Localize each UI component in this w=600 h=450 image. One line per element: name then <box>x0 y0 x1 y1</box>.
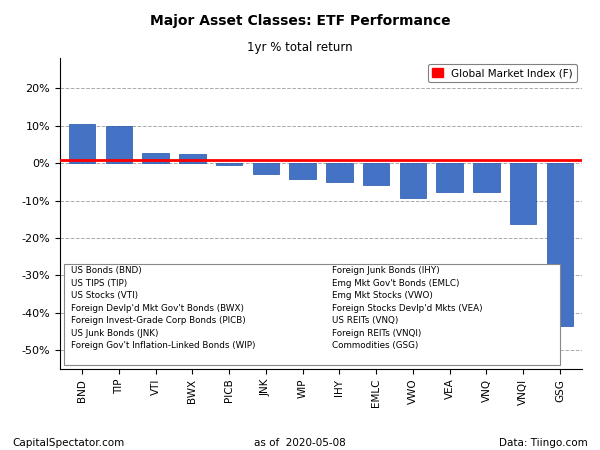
Bar <box>473 163 500 192</box>
Text: Foreign Junk Bonds (IHY)
Emg Mkt Gov't Bonds (EMLC)
Emg Mkt Stocks (VWO)
Foreign: Foreign Junk Bonds (IHY) Emg Mkt Gov't B… <box>332 266 482 350</box>
Text: 1yr % total return: 1yr % total return <box>247 40 353 54</box>
Bar <box>142 153 169 163</box>
Text: Major Asset Classes: ETF Performance: Major Asset Classes: ETF Performance <box>149 14 451 27</box>
Bar <box>253 163 279 174</box>
Bar <box>289 163 316 179</box>
Bar <box>510 163 536 224</box>
Bar <box>216 163 242 165</box>
Bar <box>400 163 426 198</box>
Bar <box>547 163 573 326</box>
Bar <box>64 264 560 365</box>
Legend: Global Market Index (F): Global Market Index (F) <box>428 64 577 82</box>
Bar <box>363 163 389 185</box>
Bar <box>436 163 463 193</box>
Text: as of  2020-05-08: as of 2020-05-08 <box>254 437 346 447</box>
Bar <box>179 154 206 163</box>
Bar <box>326 163 353 182</box>
Text: Data: Tiingo.com: Data: Tiingo.com <box>499 437 588 447</box>
Bar <box>69 124 95 163</box>
Text: CapitalSpectator.com: CapitalSpectator.com <box>12 437 124 447</box>
Bar <box>106 126 132 163</box>
Text: US Bonds (BND)
US TIPS (TIP)
US Stocks (VTI)
Foreign Devlp'd Mkt Gov't Bonds (BW: US Bonds (BND) US TIPS (TIP) US Stocks (… <box>71 266 256 350</box>
